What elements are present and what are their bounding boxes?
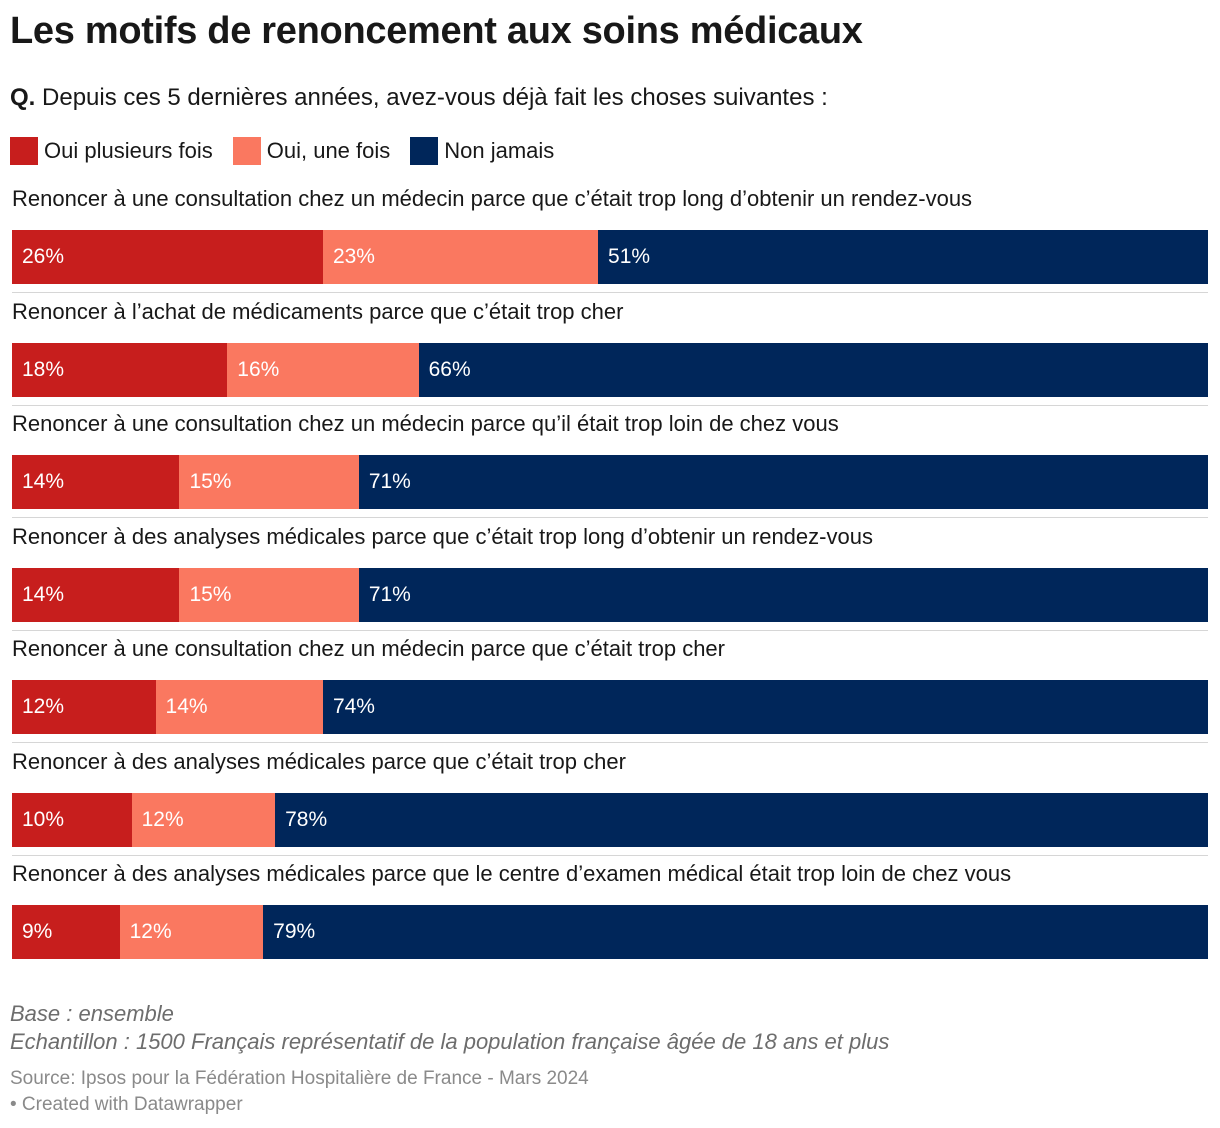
bar-segment-non-jamais: 79% [263,905,1208,959]
legend-swatch-oui-plusieurs [10,137,38,165]
row-label: Renoncer à des analyses médicales parce … [12,523,873,549]
bar-segment-oui-plusieurs: 14% [12,567,180,622]
data-label: 14% [22,470,65,493]
bar-segment-oui-une: 14% [155,680,323,734]
data-label: 78% [285,807,328,831]
data-label: 71% [368,470,411,493]
bar-segment-non-jamais: 71% [358,567,1208,622]
data-label: 14% [165,695,208,718]
bar-segment-oui-une: 12% [131,792,276,847]
bar-row: Renoncer à des analyses médicales parce … [12,861,1208,973]
data-label: 23% [332,245,375,268]
subtitle-prefix: Q. [10,84,36,111]
data-label: 16% [237,357,280,381]
data-label: 9% [22,920,53,943]
chart-notes: Base : ensemble Echantillon : 1500 Franç… [10,1000,889,1056]
note-sample: Echantillon : 1500 Français représentati… [10,1029,890,1054]
row-label: Renoncer à des analyses médicales parce … [12,748,626,774]
bar-row: Renoncer à une consultation chez un méde… [12,636,1208,748]
data-label: 15% [189,582,232,606]
note-base: Base : ensemble [10,1001,174,1026]
chart-source: Source: Ipsos pour la Fédération Hospita… [10,1066,589,1118]
stacked-bar: 12% 14% 74% [12,680,1208,734]
row-label: Renoncer à une consultation chez un méde… [12,636,725,661]
legend-swatch-oui-une [232,137,261,165]
bar-row: Renoncer à des analyses médicales parce … [12,749,1208,861]
row-label: Renoncer à l’achat de médicaments parce … [12,298,624,324]
stacked-bar: 26% 23% 51% [12,230,1208,284]
row-label: Renoncer à une consultation chez un méde… [12,186,973,211]
legend-label-oui-plusieurs: Oui plusieurs fois [44,138,213,163]
data-label: 12% [22,695,65,718]
bar-segment-oui-une: 16% [227,342,419,397]
stacked-bar: 10% 12% 78% [12,792,1208,847]
bar-segment-oui-une: 15% [179,455,359,509]
legend-swatch-non-jamais [410,137,439,165]
legend-item-non-jamais: Non jamais [410,137,554,165]
bar-segment-oui-plusieurs: 10% [12,792,132,847]
stacked-bar: 14% 15% 71% [12,567,1208,622]
row-label: Renoncer à des analyses médicales parce … [12,861,1012,886]
bar-row: Renoncer à une consultation chez un méde… [12,411,1208,523]
legend: Oui plusieurs fois Oui, une fois Non jam… [10,136,574,166]
legend-label-non-jamais: Non jamais [444,138,555,163]
legend-item-oui-plusieurs: Oui plusieurs fois [10,137,213,165]
bar-segment-oui-plusieurs: 12% [12,680,156,734]
data-label: 12% [129,920,172,943]
data-label: 15% [189,470,232,493]
stacked-bar: 18% 16% 66% [12,342,1208,397]
bar-segment-oui-plusieurs: 26% [12,230,323,284]
legend-label-oui-une: Oui, une fois [266,138,391,163]
stacked-bar: 14% 15% 71% [12,455,1208,509]
datawrapper-credit: • Created with Datawrapper [10,1094,243,1115]
bar-segment-non-jamais: 51% [598,230,1208,284]
data-label: 14% [22,582,65,606]
bar-segment-non-jamais: 66% [418,342,1208,397]
row-separator [12,404,1208,406]
bar-segment-non-jamais: 71% [358,455,1208,509]
data-label: 74% [332,695,375,718]
data-label: 66% [428,357,471,381]
bar-segment-oui-plusieurs: 14% [12,455,180,509]
stacked-bar: 9% 12% 79% [12,905,1208,959]
row-separator [12,854,1208,856]
row-separator [12,742,1208,743]
bar-row: Renoncer à l’achat de médicaments parce … [12,299,1208,411]
bar-row: Renoncer à des analyses médicales parce … [12,524,1208,636]
row-separator [12,517,1208,518]
data-label: 18% [22,357,65,381]
data-label: 71% [368,582,411,606]
row-separator [12,629,1208,631]
bar-row: Renoncer à une consultation chez un méde… [12,186,1208,298]
bar-segment-oui-une: 23% [322,230,599,284]
bar-segment-non-jamais: 74% [322,680,1208,734]
data-label: 26% [22,245,65,268]
bar-segment-oui-plusieurs: 18% [12,342,228,397]
bar-segment-oui-une: 15% [179,567,359,622]
bar-segment-oui-une: 12% [119,905,264,959]
source-text: Source: Ipsos pour la Fédération Hospita… [10,1068,589,1089]
data-label: 79% [273,920,316,943]
bar-segment-non-jamais: 78% [275,792,1208,847]
subtitle-text: Depuis ces 5 dernières années, avez-vous… [42,84,828,111]
chart-subtitle: Q. Depuis ces 5 dernières années, avez-v… [10,84,828,112]
row-separator [12,292,1208,293]
legend-item-oui-une: Oui, une fois [232,137,391,165]
data-label: 12% [141,807,184,831]
stacked-bar-chart: Renoncer à une consultation chez un méde… [0,186,1220,976]
data-label: 51% [608,245,651,268]
row-label: Renoncer à une consultation chez un méde… [12,411,839,436]
bar-segment-oui-plusieurs: 9% [12,905,120,959]
data-label: 10% [22,807,65,831]
chart-title: Les motifs de renoncement aux soins médi… [10,10,863,52]
